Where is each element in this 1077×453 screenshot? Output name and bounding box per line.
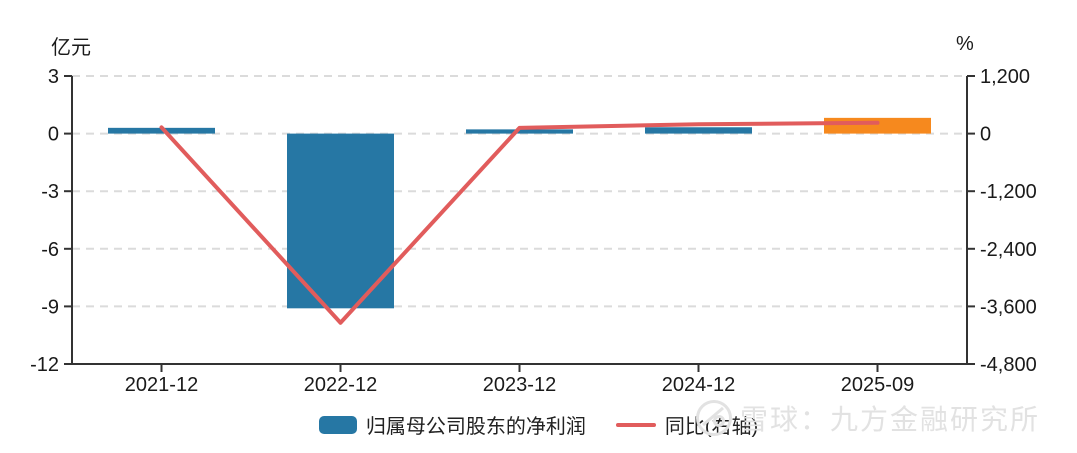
left-tick-label: 3 bbox=[48, 66, 59, 88]
line-series-swatch bbox=[615, 422, 656, 427]
legend-item-net-profit[interactable]: 归属母公司股东的净利润 bbox=[318, 410, 586, 439]
x-tick-label: 2024-12 bbox=[662, 374, 735, 396]
x-tick-label: 2023-12 bbox=[483, 374, 556, 396]
right-tick-label: -4,800 bbox=[980, 354, 1037, 376]
legend: 归属母公司股东的净利润 同比(右轴) bbox=[0, 410, 1077, 439]
bar-2023-12[interactable] bbox=[466, 129, 573, 134]
left-tick-label: -9 bbox=[41, 296, 59, 318]
right-tick-label: 1,200 bbox=[980, 66, 1030, 88]
bar-2024-12[interactable] bbox=[645, 127, 752, 134]
x-tick-label: 2025-09 bbox=[841, 374, 914, 396]
x-tick-label: 2021-12 bbox=[125, 374, 198, 396]
legend-label-yoy: 同比(右轴) bbox=[664, 416, 759, 438]
x-tick-label: 2022-12 bbox=[304, 374, 377, 396]
bar-2021-12[interactable] bbox=[108, 127, 215, 134]
left-tick-label: -3 bbox=[41, 181, 59, 203]
yoy-line[interactable] bbox=[159, 120, 880, 325]
bar-2025-09[interactable] bbox=[824, 117, 931, 134]
right-axis-title: % bbox=[956, 33, 974, 55]
legend-item-yoy[interactable]: 同比(右轴) bbox=[615, 410, 759, 439]
left-axis-title: 亿元 bbox=[51, 37, 91, 59]
left-tick-label: -12 bbox=[30, 354, 59, 376]
legend-label-net-profit: 归属母公司股东的净利润 bbox=[365, 416, 586, 438]
left-tick-label: -6 bbox=[41, 239, 59, 261]
right-tick-label: -1,200 bbox=[980, 181, 1037, 203]
right-tick-label: -2,400 bbox=[980, 239, 1037, 261]
bar-series-swatch bbox=[318, 415, 357, 434]
right-tick-label: 0 bbox=[980, 124, 991, 146]
right-tick-label: -3,600 bbox=[980, 296, 1037, 318]
bar-2022-12[interactable] bbox=[287, 133, 394, 309]
left-tick-label: 0 bbox=[48, 124, 59, 146]
